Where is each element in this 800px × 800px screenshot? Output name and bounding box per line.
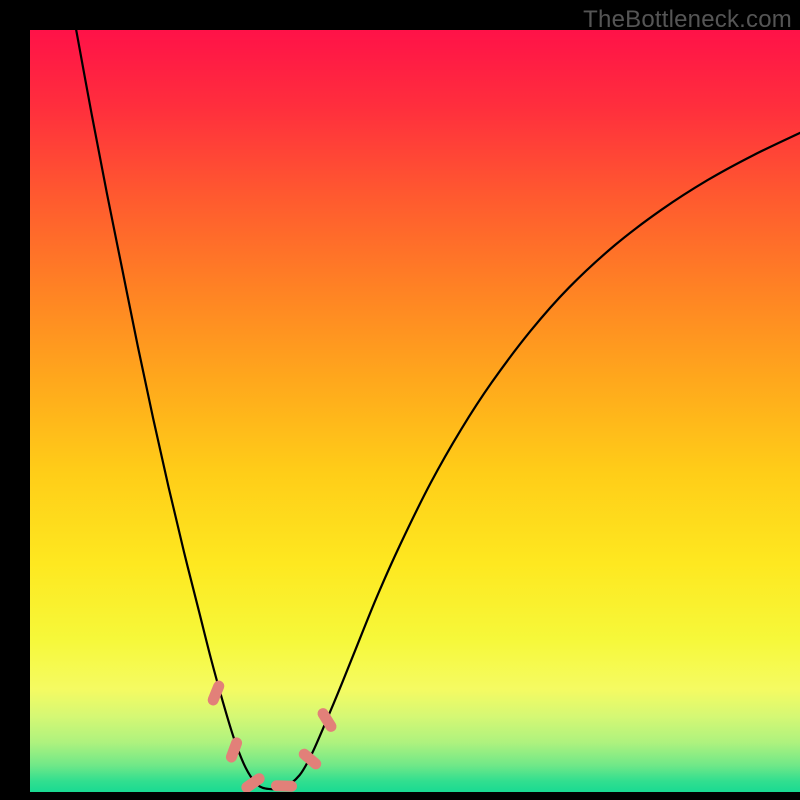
curve-marker — [271, 780, 297, 792]
watermark-text: TheBottleneck.com — [583, 6, 792, 34]
chart-frame: TheBottleneck.com — [0, 0, 800, 800]
bottleneck-curve — [30, 30, 800, 792]
plot-area — [30, 30, 800, 792]
